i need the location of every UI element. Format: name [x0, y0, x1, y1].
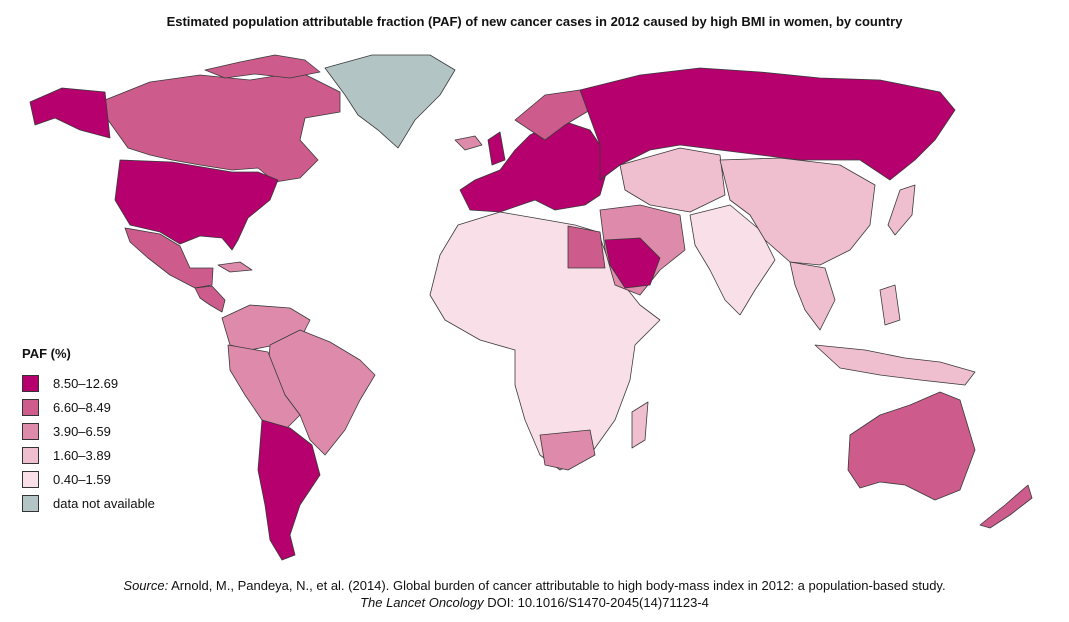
region-mexico[interactable] — [124, 227, 214, 289]
source-citation: Source: Arnold, M., Pandeya, N., et al. … — [0, 577, 1069, 611]
region-usa[interactable] — [114, 159, 279, 251]
region-scandinavia[interactable] — [514, 89, 591, 141]
region-indonesia[interactable] — [814, 344, 976, 386]
legend-swatch — [22, 470, 39, 488]
legend-label: 3.90–6.59 — [53, 423, 111, 439]
legend-swatch — [22, 374, 39, 392]
region-central-asia[interactable] — [619, 147, 726, 213]
legend-label: 8.50–12.69 — [53, 375, 119, 391]
legend-item-8-50-12-69: 8.50–12.69 — [22, 371, 155, 395]
region-philippines[interactable] — [879, 284, 901, 326]
legend-swatch — [22, 446, 39, 464]
source-journal: The Lancet Oncology — [360, 595, 484, 610]
region-australia[interactable] — [847, 391, 976, 501]
legend-label: 0.40–1.59 — [53, 471, 111, 487]
legend-label: 1.60–3.89 — [53, 447, 111, 463]
legend-item-6-60-8-49: 6.60–8.49 — [22, 395, 155, 419]
source-line-2: The Lancet Oncology DOI: 10.1016/S1470-2… — [0, 594, 1069, 611]
region-saudi-arabia[interactable] — [604, 237, 661, 289]
region-new-zealand[interactable] — [979, 484, 1033, 529]
region-madagascar[interactable] — [631, 401, 649, 449]
region-alaska[interactable] — [29, 87, 111, 139]
region-canada-islands[interactable] — [204, 54, 321, 79]
legend-item-3-90-6-59: 3.90–6.59 — [22, 419, 155, 443]
land-layer — [29, 54, 1033, 561]
legend-swatch — [22, 494, 39, 512]
region-egypt[interactable] — [567, 225, 606, 269]
region-china[interactable] — [719, 157, 876, 266]
region-india[interactable] — [689, 204, 776, 316]
chart-title: Estimated population attributable fracti… — [166, 14, 903, 29]
source-text: Arnold, M., Pandeya, N., et al. (2014). … — [171, 578, 946, 593]
legend-swatch — [22, 398, 39, 416]
region-southeast-asia[interactable] — [789, 261, 836, 331]
source-line-1: Source: Arnold, M., Pandeya, N., et al. … — [0, 577, 1069, 594]
legend-label: data not available — [53, 495, 155, 511]
legend-item-1-60-3-89: 1.60–3.89 — [22, 443, 155, 467]
legend-title: PAF (%) — [22, 346, 71, 361]
region-south-africa[interactable] — [539, 429, 596, 471]
region-argentina[interactable] — [257, 419, 321, 561]
legend-item-data-not-available: data not available — [22, 491, 155, 515]
region-africa[interactable] — [429, 211, 661, 471]
region-europe[interactable] — [459, 119, 611, 213]
legend-swatch — [22, 422, 39, 440]
region-uk[interactable] — [487, 131, 506, 166]
region-cuba[interactable] — [217, 261, 253, 273]
legend: PAF (%) 8.50–12.69 6.60–8.49 3.90–6.59 1… — [22, 346, 155, 515]
region-central-america[interactable] — [194, 285, 226, 313]
region-russia[interactable] — [579, 67, 956, 181]
region-greenland[interactable] — [324, 54, 456, 149]
legend-label: 6.60–8.49 — [53, 399, 111, 415]
source-doi: DOI: 10.1016/S1470-2045(14)71123-4 — [487, 595, 709, 610]
source-prefix: Source: — [123, 578, 169, 593]
region-japan[interactable] — [887, 184, 916, 236]
region-canada[interactable] — [104, 71, 341, 183]
region-iceland[interactable] — [454, 135, 483, 151]
legend-item-0-40-1-59: 0.40–1.59 — [22, 467, 155, 491]
